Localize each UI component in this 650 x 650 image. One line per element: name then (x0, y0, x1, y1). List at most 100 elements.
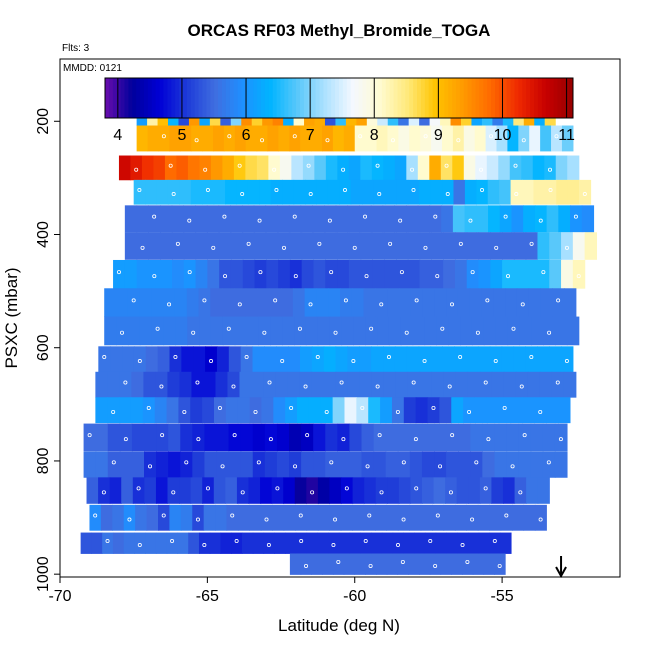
sample-marker (564, 359, 569, 364)
band-cell (154, 397, 168, 424)
band-cell (155, 477, 169, 504)
band-cell (216, 423, 230, 452)
sample-marker (159, 384, 164, 389)
band-cell (339, 179, 352, 205)
band-cell (477, 504, 490, 531)
colorbar-cell (159, 78, 164, 118)
colorbar-cell (202, 78, 207, 118)
sample-marker (475, 330, 480, 335)
band-cell (325, 232, 338, 260)
colorbar-cell (432, 78, 437, 118)
sample-marker (298, 513, 303, 518)
band-cell (551, 371, 565, 398)
band-cell (135, 504, 148, 531)
band-cell (230, 232, 244, 260)
sample-marker (494, 245, 499, 250)
colorbar-cell (147, 78, 153, 118)
band-cell (335, 371, 349, 398)
band-cell (352, 477, 365, 504)
sample-marker (93, 513, 98, 518)
sample-marker (519, 384, 524, 389)
band-cell (481, 288, 494, 317)
band-cell (264, 346, 277, 373)
colorbar-cell (233, 78, 239, 118)
colorbar-cell (163, 78, 168, 118)
band-cell (509, 155, 522, 181)
band-cell (131, 423, 145, 452)
band-cell (387, 477, 400, 504)
band-cell (233, 155, 246, 181)
band-cell (306, 504, 319, 531)
sample-marker (582, 192, 587, 197)
band-cell (133, 179, 146, 205)
band-cell (195, 205, 208, 233)
band-cell (242, 205, 255, 233)
sample-marker (331, 543, 336, 548)
band-cell (153, 155, 166, 181)
band-cell (453, 179, 466, 205)
band-cell (225, 397, 239, 424)
colorbar-cell (190, 78, 196, 118)
colorbar-cell (456, 78, 461, 118)
sample-marker (414, 298, 419, 303)
sample-marker (483, 380, 488, 385)
sample-marker (137, 359, 142, 364)
sample-marker (324, 409, 329, 414)
sample-marker (170, 539, 175, 544)
band-cell (354, 553, 366, 575)
band-cell (498, 155, 511, 181)
band-cell (123, 532, 136, 554)
sample-marker (375, 163, 380, 168)
band-cell (421, 451, 435, 478)
sample-marker (468, 218, 473, 223)
band-cell (354, 125, 367, 152)
band-cell (107, 423, 121, 452)
band-cell (498, 397, 512, 424)
band-cell (556, 179, 569, 205)
band-cell (164, 155, 178, 181)
band-cell (337, 259, 350, 289)
sample-marker (375, 384, 380, 389)
sample-marker (187, 218, 192, 223)
band-cell (212, 125, 225, 152)
band-cell (476, 205, 489, 233)
band-cell (301, 451, 314, 478)
band-cell (252, 346, 265, 373)
band-cell (566, 316, 580, 346)
sample-marker (187, 270, 192, 275)
band-cell (210, 155, 223, 181)
band-cell (343, 553, 356, 575)
band-cell (419, 179, 432, 205)
band-cell (451, 553, 463, 575)
sample-marker (467, 409, 472, 414)
band-cell (365, 316, 378, 346)
sample-marker (232, 433, 237, 438)
band-cell (332, 553, 345, 575)
band-cell (127, 288, 141, 317)
band-cell (145, 179, 158, 205)
band-cell (356, 397, 369, 424)
sample-marker (395, 543, 400, 548)
colorbar-cell (108, 78, 114, 118)
band-cell (558, 205, 571, 233)
colorbar-cell (471, 78, 476, 118)
band-cell (289, 423, 302, 452)
sample-marker (368, 563, 373, 568)
band-cell (361, 423, 375, 452)
band-cell (198, 288, 211, 317)
sample-marker (422, 359, 427, 364)
colorbar-cell (420, 78, 426, 118)
colorbar-cell (526, 78, 531, 118)
band-cell (332, 397, 346, 424)
sample-marker (202, 298, 207, 303)
band-cell (249, 504, 262, 531)
colorbar-cell (358, 78, 363, 118)
band-cell (285, 532, 297, 554)
band-cell (530, 451, 544, 478)
sample-marker (195, 380, 200, 385)
band-cell (410, 477, 423, 504)
band-cell (353, 316, 366, 346)
sample-marker (244, 355, 249, 360)
colorbar-cell (151, 78, 157, 118)
sample-marker (377, 192, 382, 197)
